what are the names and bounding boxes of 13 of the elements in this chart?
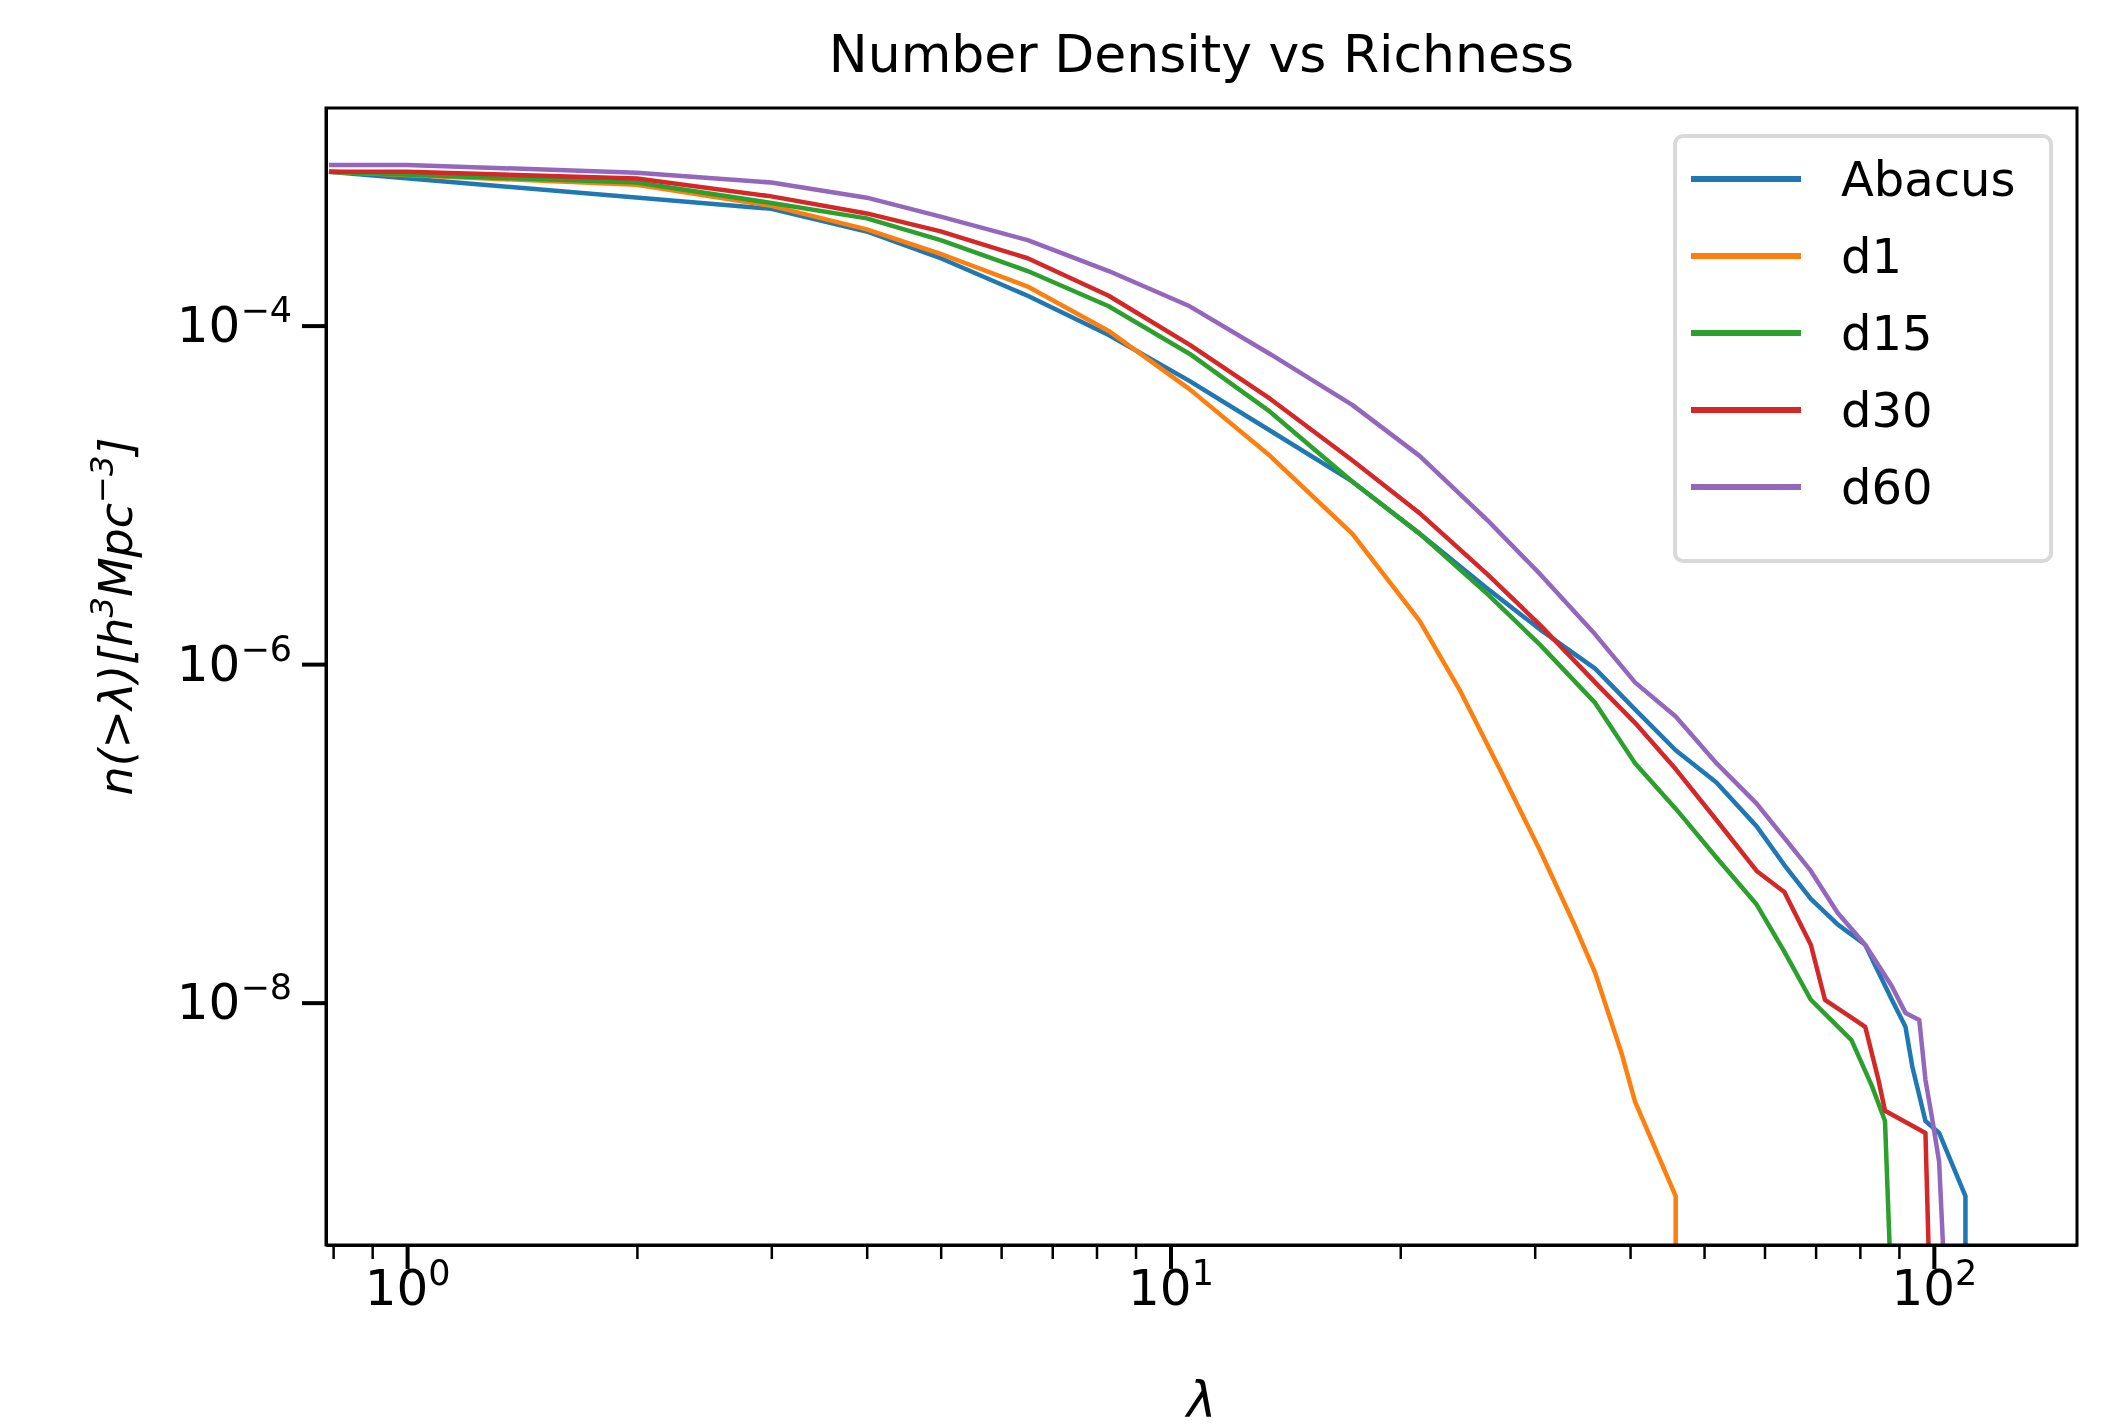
x-axis-title: λ [1183, 1371, 1217, 1425]
x-tick-label: 10$^{0}$ [364, 1252, 451, 1317]
x-tick-label: 10$^{1}$ [1128, 1252, 1214, 1317]
legend-label: d1 [1841, 228, 1903, 284]
legend-label: d30 [1841, 382, 1933, 438]
chart-title: Number Density vs Richness [828, 24, 1575, 84]
legend-label: d60 [1841, 459, 1933, 515]
legend-label: Abacus [1841, 151, 2016, 207]
y-tick-label: 10$^{−6}$ [176, 628, 292, 693]
x-tick-label: 10$^{2}$ [1891, 1252, 1978, 1317]
legend-label: d15 [1841, 305, 1933, 361]
y-tick-label: 10$^{−4}$ [176, 290, 292, 355]
y-tick-label: 10$^{−8}$ [176, 967, 292, 1032]
